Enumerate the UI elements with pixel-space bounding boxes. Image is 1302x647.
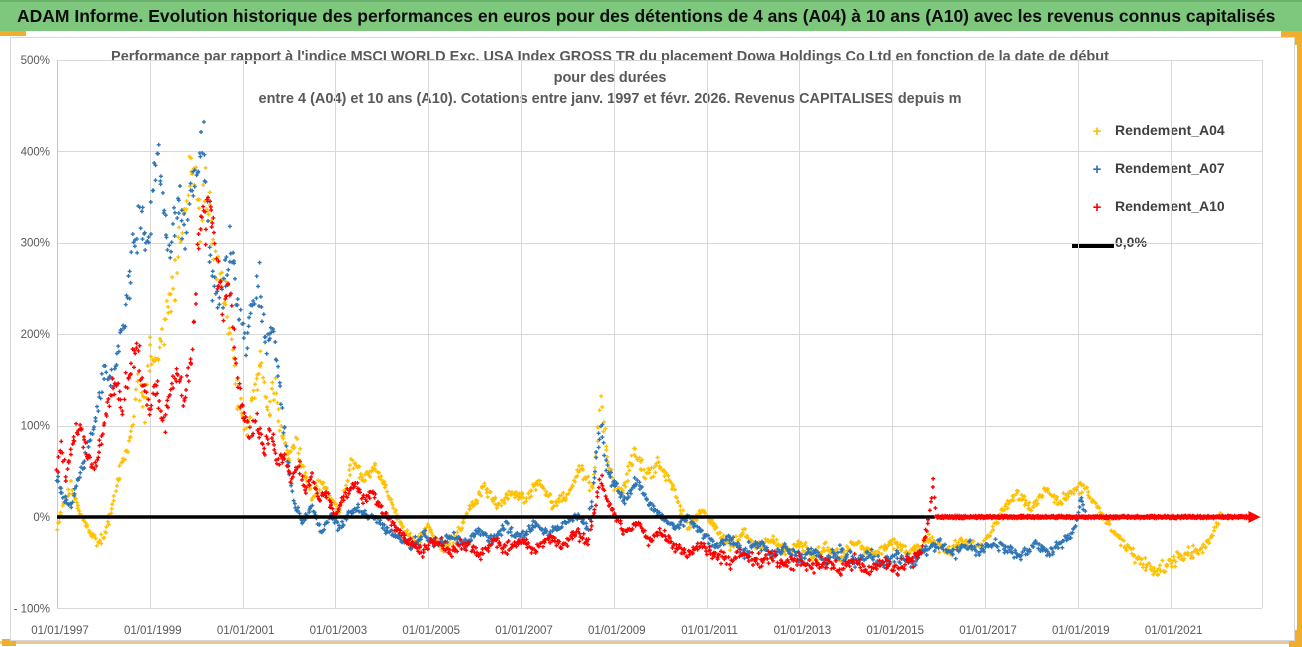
legend-label: Rendement_A10	[1115, 198, 1225, 214]
x-axis-label: 01/01/2015	[866, 625, 924, 637]
gold-frame-bottom-left-block	[2, 639, 16, 646]
y-axis-label: 300%	[21, 238, 50, 250]
legend-item-rendement-a10[interactable]: + Rendement_A10	[1072, 195, 1282, 225]
legend-label: 0,0%	[1115, 234, 1147, 250]
legend-plus-marker: +	[1092, 161, 1102, 178]
x-axis-label: 01/01/2011	[681, 625, 738, 637]
legend-item-rendement-a07[interactable]: + Rendement_A07	[1072, 157, 1282, 187]
x-axis-label: 01/01/2005	[402, 625, 460, 637]
scatter-series-rendement_a07	[54, 119, 1088, 570]
flat-zero-arrow-tip	[1248, 511, 1261, 523]
gold-frame-bottom-edge	[0, 641, 1302, 644]
y-axis-label: 0%	[33, 512, 50, 524]
header-bar	[0, 0, 1302, 31]
axis-labels: 500% 400% 300% 200% 100% 0% - 100% 01/01/1997 01…	[14, 55, 1203, 637]
legend-plus-marker: +	[1092, 123, 1102, 140]
scatter-series-rendement_a10	[54, 195, 938, 578]
x-axis-label: 01/01/2017	[959, 625, 1017, 637]
gridlines	[57, 60, 1262, 609]
x-axis-label: 01/01/2007	[495, 625, 553, 637]
y-axis-label: 400%	[21, 146, 50, 158]
y-axis-label: 100%	[21, 421, 50, 433]
y-axis-label: 500%	[21, 55, 50, 67]
x-axis-label: 01/01/2021	[1145, 625, 1203, 637]
x-axis-label: 01/01/2009	[588, 625, 646, 637]
chart-title-line2: pour des durées	[553, 70, 667, 86]
x-axis-label: 01/01/2001	[217, 625, 275, 637]
legend-zero-line-swatch	[1072, 244, 1114, 248]
x-axis-label: 01/01/2003	[310, 625, 368, 637]
scatter-series-rendement_a04	[55, 154, 1223, 578]
flat-zero-markers-rendement_a10	[933, 513, 1251, 521]
legend-plus-marker: +	[1092, 199, 1102, 216]
y-axis-label: - 100%	[14, 603, 50, 615]
gold-frame-top-left-dash	[0, 31, 26, 36]
gold-frame-right-edge	[1297, 31, 1302, 647]
x-axis-label: 01/01/1997	[31, 625, 89, 637]
legend-item-rendement-a04[interactable]: + Rendement_A04	[1072, 119, 1282, 149]
y-axis-label: 200%	[21, 329, 50, 341]
legend-label: Rendement_A07	[1115, 160, 1225, 176]
x-axis-label: 01/01/1999	[124, 625, 182, 637]
chart-title-line3: entre 4 (A04) et 10 ans (A10). Cotations…	[258, 91, 962, 107]
page-title: ADAM Informe. Evolution historique des p…	[17, 6, 1276, 26]
legend-item-0-0-[interactable]: 0,0%	[1072, 231, 1282, 261]
legend-label: Rendement_A04	[1115, 122, 1225, 138]
x-axis-label: 01/01/2013	[774, 625, 832, 637]
x-axis-label: 01/01/2019	[1052, 625, 1110, 637]
